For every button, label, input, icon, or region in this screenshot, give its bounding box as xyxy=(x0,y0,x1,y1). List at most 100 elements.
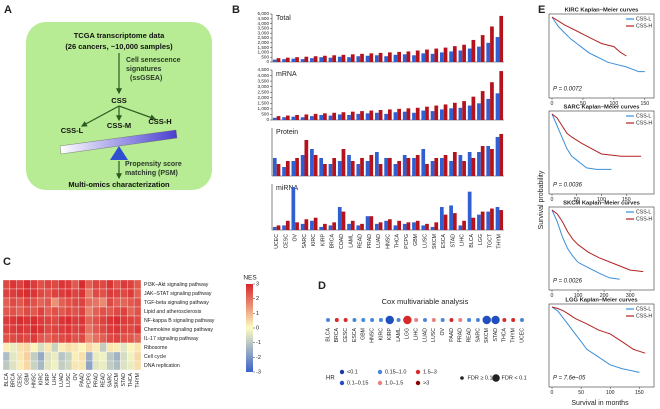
bar xyxy=(477,152,481,176)
bar xyxy=(412,222,416,230)
heatmap-cell xyxy=(85,360,93,371)
dot xyxy=(423,318,427,322)
bar xyxy=(282,59,286,62)
bar xyxy=(272,59,277,62)
x-tick-label: PAAD xyxy=(80,373,86,387)
bar xyxy=(425,164,429,176)
heatmap-cell xyxy=(99,360,107,371)
bar xyxy=(310,220,314,230)
bar xyxy=(412,55,416,62)
y-tick-label: 1,000 xyxy=(258,106,270,111)
bar xyxy=(369,216,374,230)
bar xyxy=(480,91,485,120)
legend-swatch xyxy=(415,369,421,375)
bar xyxy=(490,82,494,120)
p-value: P = 0.0036 xyxy=(553,183,583,189)
bar xyxy=(462,101,466,120)
heatmap-cell xyxy=(9,315,17,326)
x-axis-label: Survival in months xyxy=(571,400,629,407)
colorbar xyxy=(246,284,253,372)
y-tick-label: 3,500 xyxy=(258,78,270,83)
x-tick-label: CESC xyxy=(283,234,289,249)
plot-frame xyxy=(548,206,655,291)
x-tick-label: 100 xyxy=(610,101,619,107)
bar xyxy=(490,208,494,230)
heatmap-cell xyxy=(44,288,52,299)
x-tick-label: GBM xyxy=(361,328,367,340)
arrow xyxy=(118,105,157,121)
bar xyxy=(323,113,327,120)
survival-curve xyxy=(551,16,627,57)
heatmap-cell xyxy=(58,306,66,317)
diagram-step: signatures xyxy=(126,66,162,73)
heatmap-cell xyxy=(2,315,11,326)
bar xyxy=(360,53,364,62)
bar xyxy=(439,109,444,120)
heatmap-cell xyxy=(23,342,31,353)
bar xyxy=(486,146,491,176)
row-label: Chemokine signaling pathway xyxy=(144,327,213,333)
heatmap-cell xyxy=(2,279,11,290)
heatmap-cell xyxy=(30,342,38,353)
bar xyxy=(365,55,370,62)
bar xyxy=(347,115,351,120)
bar xyxy=(310,58,314,62)
x-tick-label: PCPG xyxy=(87,373,93,388)
bar xyxy=(449,108,453,120)
heatmap-cell xyxy=(30,351,38,362)
heatmap-cell xyxy=(37,351,45,362)
bar xyxy=(439,207,444,230)
heatmap-cell xyxy=(64,279,73,290)
bar xyxy=(477,103,481,120)
x-tick-label: BRCA xyxy=(334,327,340,342)
bar xyxy=(434,222,439,230)
x-tick-label: HNSC xyxy=(31,373,37,388)
heatmap-cell xyxy=(127,306,135,317)
bar xyxy=(356,113,361,120)
x-tick-label: UCEC xyxy=(274,234,280,249)
heatmap-cell xyxy=(78,306,86,317)
bar xyxy=(467,152,472,176)
heatmap-cell xyxy=(120,351,128,362)
heatmap-cell xyxy=(37,297,45,308)
dot xyxy=(482,315,491,325)
x-tick-label: TGCT xyxy=(487,233,493,248)
x-tick-label: STAD xyxy=(121,373,127,387)
bar xyxy=(360,158,364,176)
bar xyxy=(430,111,435,120)
bar xyxy=(388,158,392,176)
heatmap-cell xyxy=(106,315,114,326)
heatmap-cell xyxy=(30,333,38,344)
legend-label: 1.0–1.5 xyxy=(385,380,403,386)
heatmap-cell xyxy=(44,315,52,326)
legend-label: CSS-L xyxy=(636,209,651,215)
bar xyxy=(384,158,388,176)
legend-label: CSS-L xyxy=(636,113,651,119)
heatmap-cell xyxy=(23,279,31,290)
bar xyxy=(328,225,333,230)
bar xyxy=(347,155,351,176)
x-tick-label: OV xyxy=(293,233,299,241)
colorbar-tick-label: 1 xyxy=(256,311,259,317)
heatmap-cell xyxy=(120,279,128,290)
plot-frame xyxy=(548,13,655,99)
bar xyxy=(480,211,485,230)
x-tick-label: 0 xyxy=(551,197,554,203)
heatmap-cell xyxy=(133,288,142,299)
dot xyxy=(403,315,412,325)
bar xyxy=(319,57,324,62)
heatmap-cell xyxy=(113,306,121,317)
heatmap-cell xyxy=(9,351,17,362)
x-tick-label: 150 xyxy=(635,390,644,396)
heatmap-cell xyxy=(23,315,31,326)
x-tick-label: 50 xyxy=(580,101,586,107)
bar xyxy=(313,56,318,62)
colorbar-tick-label: 2 xyxy=(256,296,259,302)
bar xyxy=(384,56,388,62)
x-tick-label: 100 xyxy=(606,390,615,396)
bar xyxy=(490,149,494,176)
bar xyxy=(393,225,398,230)
bar xyxy=(350,54,355,62)
legend-swatch xyxy=(492,374,500,382)
bar xyxy=(458,155,463,176)
